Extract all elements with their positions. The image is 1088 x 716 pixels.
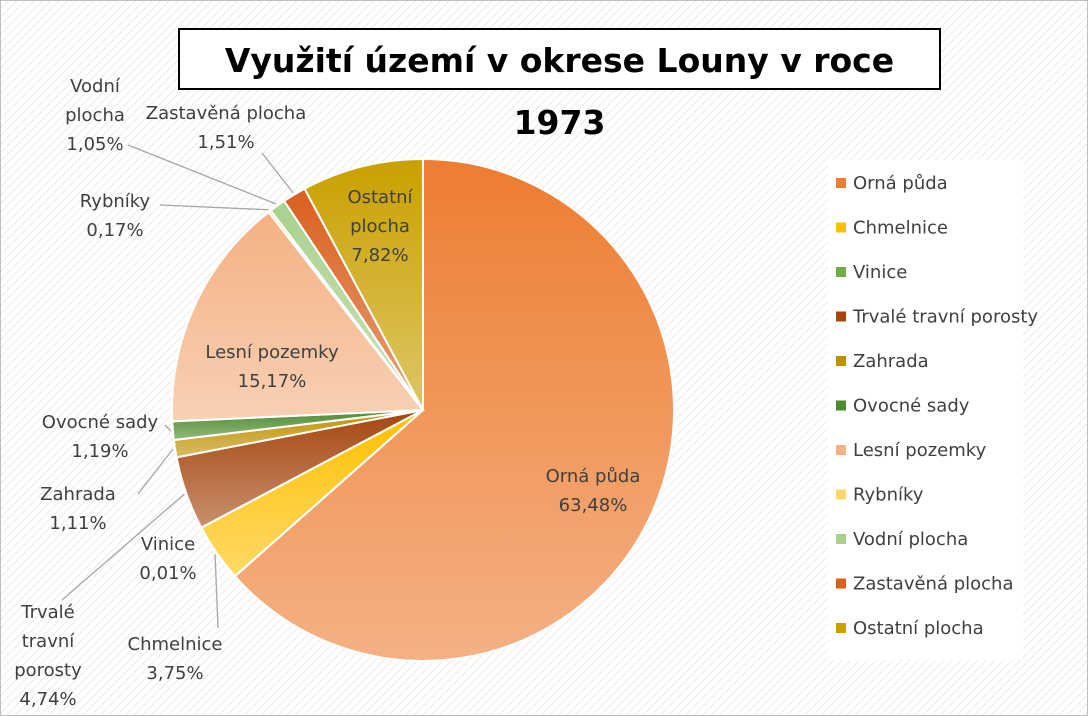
label-category: Vodní plocha xyxy=(65,76,125,126)
data-label: Lesní pozemky 15,17% xyxy=(172,338,372,396)
label-value: 1,51% xyxy=(197,132,255,153)
chart-title: Využití území v okrese Louny v roce 1973 xyxy=(178,28,941,142)
legend-label: Trvalé travní porosty xyxy=(852,307,1038,328)
label-value: 1,19% xyxy=(71,441,129,462)
data-label: Trvalé travní porosty 4,74% xyxy=(8,598,88,714)
legend-label: Vodní plocha xyxy=(853,529,968,550)
leader-line xyxy=(137,448,174,495)
legend-label: Ovocné sady xyxy=(853,396,970,417)
label-value: 3,75% xyxy=(146,663,204,684)
legend-swatch xyxy=(836,534,846,544)
legend-swatch xyxy=(836,267,846,277)
legend-swatch xyxy=(836,623,846,633)
data-label: Orná půda 63,48% xyxy=(508,462,678,520)
legend-swatch xyxy=(836,578,846,589)
legend-label: Orná půda xyxy=(853,173,948,194)
pie-slice xyxy=(171,210,425,423)
legend-label: Vinice xyxy=(853,262,907,283)
legend-label: Chmelnice xyxy=(853,218,948,239)
data-label: Chmelnice 3,75% xyxy=(115,630,235,688)
data-label: Zahrada 1,11% xyxy=(28,480,128,538)
legend-swatch xyxy=(836,489,846,500)
legend-label: Rybníky xyxy=(853,485,924,506)
legend-swatch xyxy=(836,445,846,455)
data-label: Vinice 0,01% xyxy=(123,530,213,588)
legend-label: Lesní pozemky xyxy=(853,440,987,461)
label-value: 1,05% xyxy=(66,134,124,155)
pie-slice xyxy=(233,157,675,662)
leader-line xyxy=(159,204,269,211)
label-value: 63,48% xyxy=(558,495,628,516)
legend-swatch xyxy=(836,311,846,322)
leader-line xyxy=(214,554,219,629)
label-value: 0,01% xyxy=(139,563,197,584)
leader-line xyxy=(61,493,185,601)
leader-line xyxy=(261,152,294,194)
label-category: Zahrada xyxy=(40,484,116,505)
label-value: 0,17% xyxy=(86,220,144,241)
data-label: Ostatní plocha 7,82% xyxy=(335,183,425,270)
label-category: Chmelnice xyxy=(127,634,223,655)
leader-line xyxy=(164,424,172,432)
data-label: Ovocné sady 1,19% xyxy=(15,408,185,466)
label-category: Ostatní plocha xyxy=(347,187,413,237)
data-label: Rybníky 0,17% xyxy=(65,187,165,245)
label-category: Orná půda xyxy=(545,466,641,487)
leader-line xyxy=(127,144,277,205)
label-category: Rybníky xyxy=(79,191,151,212)
label-category: Trvalé travní porosty xyxy=(14,602,82,681)
label-value: 7,82% xyxy=(351,245,409,266)
label-value: 1,11% xyxy=(49,513,107,534)
data-label: Zastavěná plocha 1,51% xyxy=(126,99,326,157)
label-category: Lesní pozemky xyxy=(205,342,339,363)
legend-swatch xyxy=(836,222,846,233)
legend-label: Ostatní plocha xyxy=(853,618,984,639)
legend-label: Zastavěná plocha xyxy=(853,574,1014,595)
label-value: 15,17% xyxy=(237,371,307,392)
legend-label: Zahrada xyxy=(853,351,929,372)
data-label: Vodní plocha 1,05% xyxy=(55,72,135,159)
label-category: Vinice xyxy=(140,534,196,555)
legend-bg xyxy=(828,160,1023,660)
legend-swatch xyxy=(836,178,846,188)
label-category: Ovocné sady xyxy=(41,412,159,433)
pie-slice xyxy=(303,157,424,411)
legend-swatch xyxy=(836,400,846,411)
legend-swatch xyxy=(836,356,846,366)
label-value: 4,74% xyxy=(19,689,77,710)
label-category: Zastavěná plocha xyxy=(145,103,307,124)
